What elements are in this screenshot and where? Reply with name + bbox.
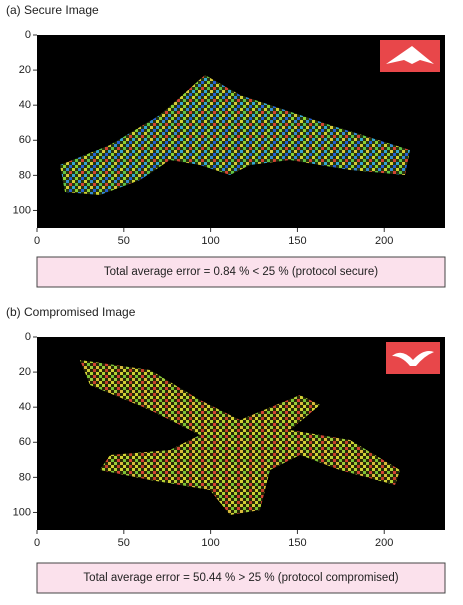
y-tick-label: 0	[25, 331, 31, 343]
y-tick-label: 40	[19, 401, 31, 413]
y-tick-label: 100	[13, 506, 31, 518]
x-tick-label: 150	[288, 537, 306, 549]
x-tick-label: 200	[375, 537, 393, 549]
x-tick-label: 150	[288, 235, 306, 247]
y-tick-label: 20	[19, 366, 31, 378]
x-tick-label: 0	[34, 235, 40, 247]
caption: Total average error = 0.84 % < 25 % (pro…	[104, 266, 378, 278]
x-tick-label: 50	[118, 537, 130, 549]
y-tick-label: 40	[19, 99, 31, 111]
y-tick-label: 0	[25, 29, 31, 41]
y-tick-label: 60	[19, 134, 31, 146]
y-tick-label: 100	[13, 204, 31, 216]
panel-title: (b) Compromised Image	[6, 305, 136, 319]
bird-icon	[386, 342, 440, 374]
plane-image	[60, 75, 410, 195]
panel-title: (a) Secure Image	[6, 3, 99, 17]
y-tick-label: 80	[19, 471, 31, 483]
caption-box	[36, 562, 446, 594]
y-tick-label: 80	[19, 169, 31, 181]
x-tick-label: 100	[201, 537, 219, 549]
x-tick-label: 100	[201, 235, 219, 247]
x-tick-label: 200	[375, 235, 393, 247]
bird-image	[80, 360, 400, 515]
caption-box	[36, 256, 446, 288]
x-tick-label: 0	[34, 537, 40, 549]
plane-icon	[380, 40, 440, 72]
y-tick-label: 60	[19, 436, 31, 448]
x-tick-label: 50	[118, 235, 130, 247]
caption: Total average error = 50.44 % > 25 % (pr…	[83, 572, 398, 584]
y-tick-label: 20	[19, 64, 31, 76]
